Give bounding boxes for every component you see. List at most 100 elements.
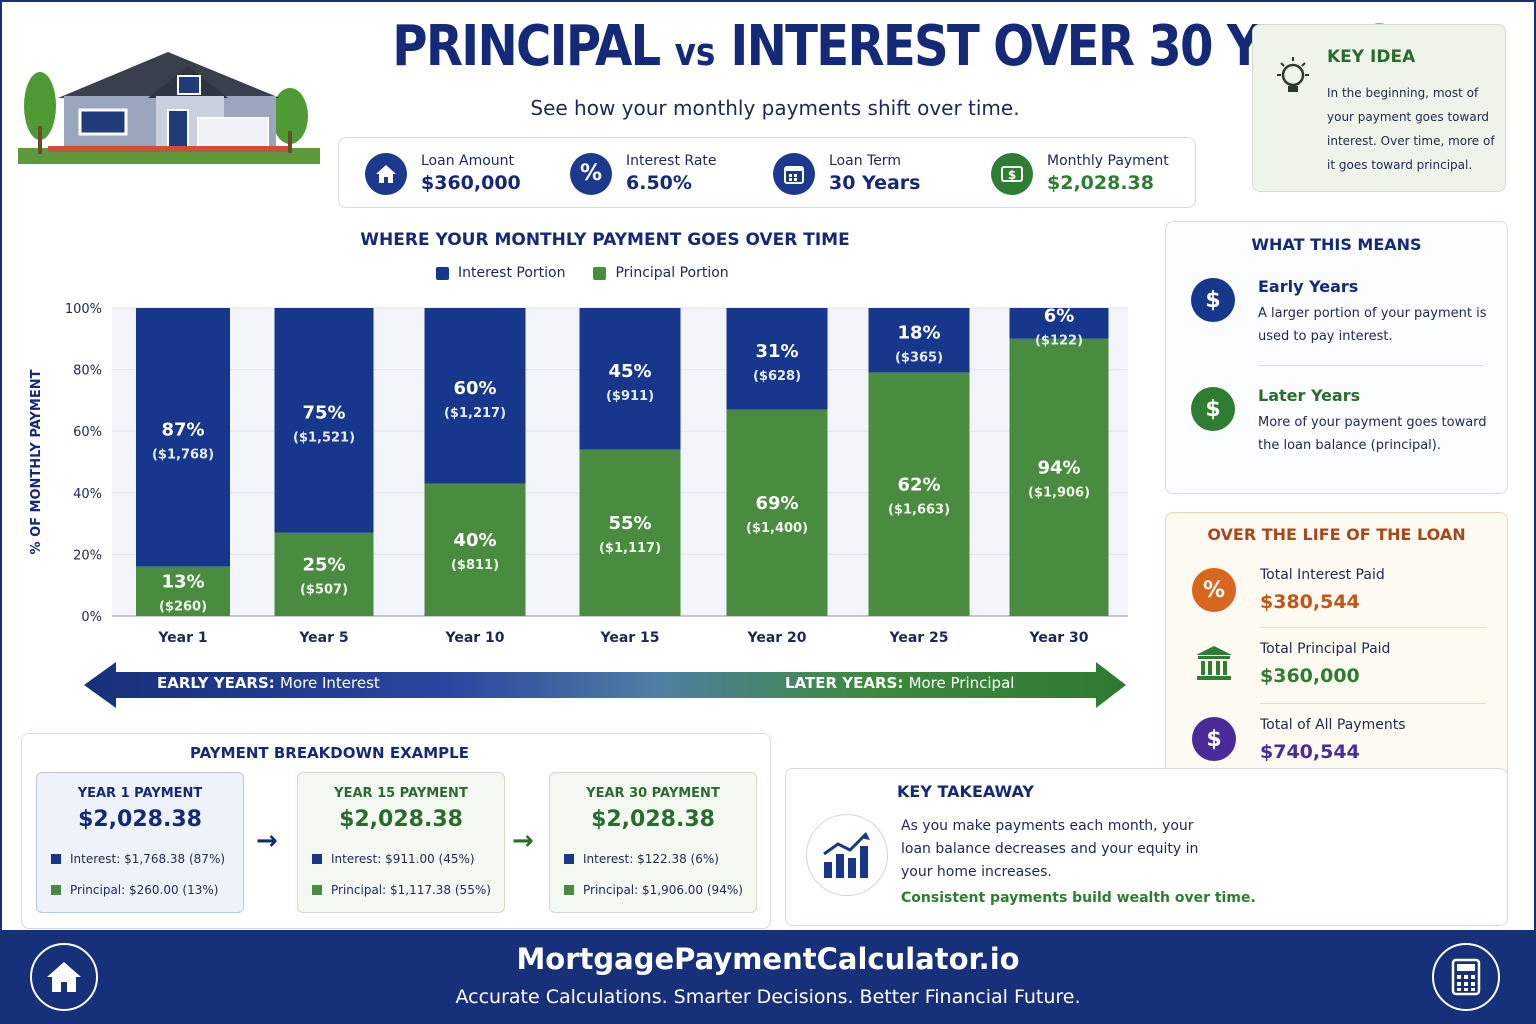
card-heading: WHAT THIS MEANS [1251, 235, 1422, 254]
site-name[interactable]: MortgagePaymentCalculator.io [516, 942, 1020, 976]
bar-principal [136, 566, 230, 616]
percent-icon: % [1192, 568, 1236, 612]
calculator-icon[interactable] [1432, 943, 1500, 1011]
y-tick-label: 60% [73, 425, 102, 440]
payment-card-year-1: YEAR 1 PAYMENT $2,028.38 Interest: $1,76… [36, 772, 244, 913]
bar-interest [1009, 308, 1109, 339]
stat-interest-rate: % Interest Rate 6.50% [570, 138, 717, 209]
principal-amount-label: ($1,117) [599, 541, 661, 556]
principal-amount-label: ($507) [300, 582, 348, 597]
footer: MortgagePaymentCalculator.io Accurate Ca… [0, 930, 1536, 1024]
stat-monthly-payment: $ Monthly Payment $2,028.38 [991, 138, 1169, 209]
principal-amount-label: ($1,663) [888, 502, 950, 517]
stat-label: Interest Rate [626, 153, 717, 169]
y-tick-label: 20% [73, 548, 102, 563]
later-years-label: LATER YEARS: More Principal [785, 674, 1015, 692]
house-illustration [18, 52, 320, 164]
stacked-bar-chart: 0% 20% 40% 60% 80% 100% % OF MONTHLY PAYMENT 87… [29, 302, 1128, 646]
x-tick-label: Year 10 [444, 630, 504, 646]
principal-percent-label: 25% [302, 554, 345, 575]
early-years-text: A larger portion of your payment is used… [1258, 306, 1487, 344]
interest-amount-label: ($1,521) [293, 430, 355, 445]
bar-principal [726, 409, 828, 616]
bar-interest [274, 308, 374, 533]
later-years-text: More of your payment goes toward the loa… [1258, 415, 1487, 453]
bar-principal [868, 372, 970, 616]
interest-percent-label: 6% [1044, 305, 1075, 326]
x-tick-label: Year 30 [1028, 630, 1088, 646]
legend-swatch [593, 266, 607, 280]
total-payments-label: Total of All Payments [1260, 717, 1406, 733]
key-idea-text: In the beginning, most of your payment g… [1327, 86, 1495, 172]
legend-label: Interest Portion [458, 265, 566, 281]
card-heading: OVER THE LIFE OF THE LOAN [1207, 525, 1466, 544]
x-tick-label: Year 5 [298, 630, 348, 646]
card-heading: PAYMENT BREAKDOWN EXAMPLE [190, 744, 469, 762]
bar-interest [579, 308, 681, 450]
stat-loan-amount: Loan Amount $360,000 [365, 138, 521, 209]
bank-icon [1196, 646, 1232, 680]
interest-amount-label: ($122) [1035, 333, 1083, 348]
page-subtitle: See how your monthly payments shift over… [530, 96, 1020, 120]
payment-title: YEAR 30 PAYMENT [586, 786, 720, 801]
key-idea-heading: KEY IDEA [1327, 47, 1416, 67]
x-tick-label: Year 20 [746, 630, 806, 646]
principal-percent-label: 62% [897, 474, 940, 495]
payment-breakdown-card: PAYMENT BREAKDOWN EXAMPLE YEAR 1 PAYMENT… [21, 733, 771, 929]
y-tick-label: 0% [81, 610, 102, 625]
total-interest-label: Total Interest Paid [1260, 567, 1385, 583]
bar-principal [1009, 338, 1109, 616]
percent-icon: % [570, 152, 612, 195]
interest-percent-label: 75% [302, 402, 345, 423]
y-axis-label: % OF MONTHLY PAYMENT [29, 369, 44, 554]
principal-percent-label: 69% [755, 493, 798, 514]
divider [1260, 627, 1486, 628]
interest-percent-label: 87% [161, 419, 204, 440]
dollar-icon: $ [1191, 387, 1235, 431]
arrow-right-icon: → [256, 826, 278, 856]
payment-amount: $2,028.38 [78, 807, 202, 832]
principal-percent-label: 94% [1037, 457, 1080, 478]
stat-label: Loan Amount [421, 153, 515, 169]
early-years-title: Early Years [1258, 277, 1359, 296]
total-principal-value: $360,000 [1260, 665, 1360, 687]
principal-percent-label: 13% [161, 571, 204, 592]
legend-label: Principal Portion [615, 265, 729, 281]
payment-card-year-15: YEAR 15 PAYMENT $2,028.38 Interest: $911… [297, 772, 505, 913]
calendar-icon [773, 152, 815, 195]
svg-text:$: $ [1008, 168, 1016, 182]
interest-amount-label: ($1,217) [444, 406, 506, 421]
legend-interest: Interest Portion [436, 265, 565, 281]
dollar-icon: $ [1191, 278, 1235, 322]
timeline-arrow-banner [84, 662, 1126, 708]
interest-percent-label: 60% [453, 378, 496, 399]
principal-amount-label: ($811) [451, 558, 499, 573]
stat-label: Loan Term [829, 153, 901, 169]
principal-line: Principal: $260.00 (13%) [51, 883, 218, 897]
stat-loan-term: Loan Term 30 Years [773, 138, 920, 209]
loan-summary-bar: Loan Amount $360,000 % Interest Rate 6.50%… [338, 137, 1196, 208]
interest-amount-label: ($365) [895, 350, 943, 365]
x-tick-label: Year 1 [157, 630, 207, 646]
principal-amount-label: ($1,400) [746, 521, 808, 536]
principal-amount-label: ($260) [159, 599, 207, 614]
later-years-title: Later Years [1258, 386, 1361, 405]
payment-amount: $2,028.38 [339, 807, 463, 832]
arrow-right-icon: → [512, 826, 534, 856]
lightbulb-icon [1277, 57, 1309, 92]
interest-amount-label: ($1,768) [152, 447, 214, 462]
home-icon[interactable] [30, 943, 98, 1011]
chart-legend: Interest Portion Principal Portion [436, 265, 757, 281]
principal-amount-label: ($1,906) [1028, 485, 1090, 500]
legend-principal: Principal Portion [593, 265, 729, 281]
site-tagline: Accurate Calculations. Smarter Decisions… [455, 986, 1081, 1008]
card-heading: KEY TAKEAWAY [897, 782, 1034, 801]
takeaway-text: As you make payments each month, your lo… [901, 818, 1199, 880]
bar-principal [579, 449, 681, 616]
chart-title: WHERE YOUR MONTHLY PAYMENT GOES OVER TIM… [360, 230, 850, 250]
early-years-label: EARLY YEARS: More Interest [157, 674, 380, 692]
divider [1258, 365, 1484, 366]
interest-amount-label: ($911) [606, 389, 654, 404]
what-this-means-card: WHAT THIS MEANS $ Early Years A larger p… [1165, 221, 1508, 494]
